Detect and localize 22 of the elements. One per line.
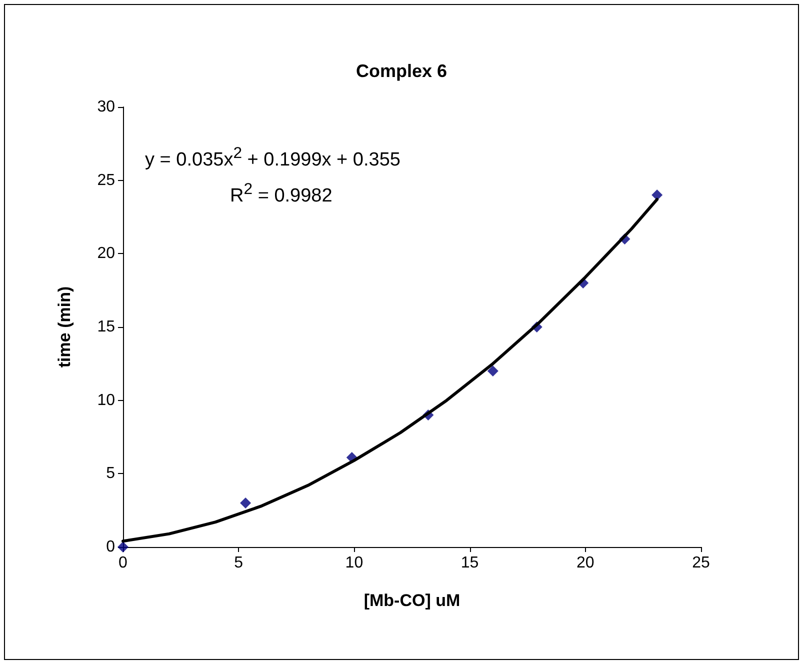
x-tick-label: 25	[692, 554, 710, 572]
annotation: y = 0.035x$^{2}$ + 0.1999x + 0.355	[145, 145, 400, 172]
y-tick-label: 25	[97, 172, 116, 189]
x-tick-label: 20	[576, 554, 594, 572]
y-tick-label: 30	[97, 98, 116, 116]
y-tick-label: 15	[97, 318, 116, 336]
x-tick-label: 15	[460, 554, 479, 572]
x-tick-label: 5	[234, 554, 244, 572]
point	[118, 542, 128, 552]
y-tick-label: 5	[106, 465, 116, 482]
x-axis-title: [Mb-CO] uM	[364, 591, 460, 610]
y-axis-title: time (min)	[55, 286, 74, 368]
y-tick-label: 20	[97, 245, 116, 262]
x-tick-label: 10	[345, 554, 364, 572]
chart-title: Complex 6	[356, 61, 448, 81]
y-tick-label: 0	[106, 538, 116, 556]
point	[652, 190, 663, 200]
annotation: R$^{2}$ = 0.9982	[230, 181, 332, 208]
y-tick-label: 10	[97, 392, 116, 409]
point	[487, 366, 498, 376]
x-tick-label: 0	[118, 554, 128, 572]
point	[240, 498, 252, 508]
